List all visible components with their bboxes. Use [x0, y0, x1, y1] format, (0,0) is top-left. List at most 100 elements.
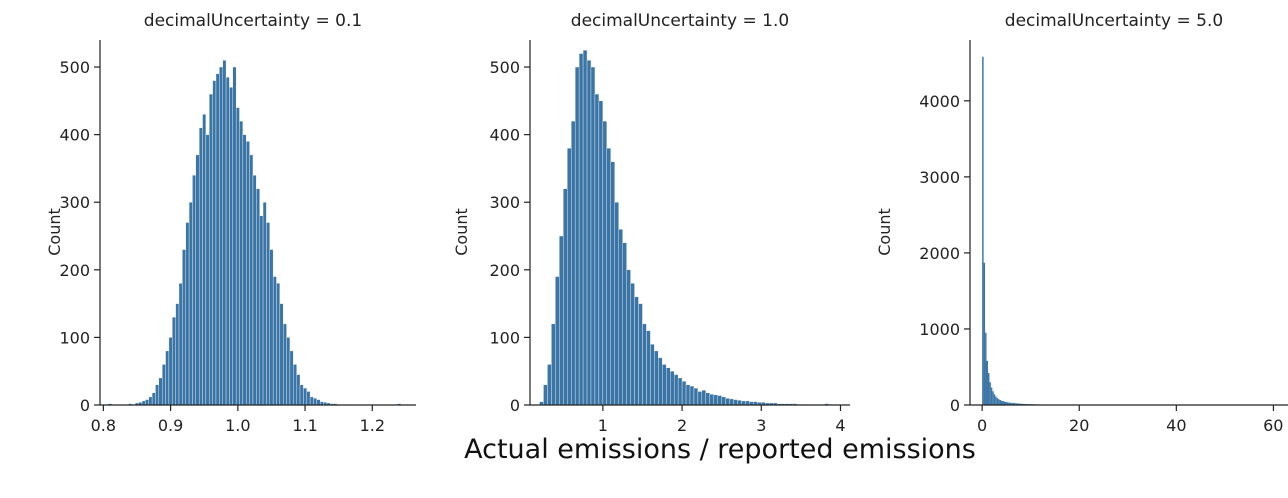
histogram-bar [272, 276, 277, 406]
y-tick-label: 200 [59, 261, 90, 280]
histogram-bar [235, 107, 240, 406]
panel-2-ylabel: Count [452, 208, 471, 256]
histogram-bar [555, 276, 560, 406]
histogram-bar [990, 387, 993, 405]
histogram-bar [262, 202, 267, 406]
histogram-bar [1005, 401, 1007, 405]
histogram-bar [721, 396, 726, 406]
histogram-bar [246, 141, 250, 406]
histogram-bar [729, 398, 734, 406]
histogram-bar [638, 303, 643, 406]
histogram-bar [590, 66, 596, 406]
x-tick-label: 0.9 [158, 416, 183, 435]
panel-2-y-axis: 0 100 200 300 400 500 [489, 40, 531, 415]
histogram-bar [574, 66, 580, 406]
histogram-bar [985, 332, 987, 405]
histogram-bar [571, 120, 576, 406]
histogram-bar [209, 93, 213, 406]
x-tick-label: 40 [1166, 416, 1186, 435]
y-tick-label: 400 [489, 126, 520, 145]
histogram-bar [725, 398, 730, 406]
y-tick-label: 100 [489, 328, 520, 347]
histogram-bar [215, 73, 220, 406]
panel-1-bars [108, 60, 402, 406]
histogram-bar [303, 387, 307, 406]
histogram-bar [622, 242, 627, 406]
histogram-bar [212, 80, 217, 406]
histogram-bar [188, 202, 193, 406]
histogram-bar [673, 374, 679, 406]
histogram-bar [175, 303, 180, 406]
histogram-bar [145, 399, 149, 406]
y-tick-label: 0 [80, 396, 90, 415]
histogram-bar [1011, 402, 1013, 405]
panel-3-ylabel: Count [875, 208, 894, 256]
y-tick-label: 3000 [919, 168, 960, 187]
histogram-bar [999, 400, 1002, 405]
panel-2-x-axis: 1 2 3 4 [530, 404, 850, 435]
panel-1-y-axis: 0 100 200 300 400 500 [59, 40, 101, 415]
panel-1-title: decimalUncertainty = 0.1 [144, 11, 362, 31]
histogram-bar [165, 350, 170, 406]
histogram-bar [1015, 403, 1018, 405]
histogram-bar [309, 396, 314, 406]
histogram-bar [602, 120, 608, 406]
histogram-bar [1001, 400, 1003, 405]
y-tick-label: 1000 [919, 320, 960, 339]
x-tick-label: 1 [598, 416, 608, 435]
histogram-bar [155, 384, 160, 406]
histogram-bar [551, 323, 556, 406]
histogram-bar [239, 120, 244, 406]
y-tick-label: 200 [489, 261, 520, 280]
histogram-bar [685, 384, 691, 406]
y-tick-label: 4000 [919, 92, 960, 111]
histogram-bar [182, 249, 186, 406]
histogram-bar [252, 175, 257, 406]
histogram-bar [276, 283, 281, 406]
histogram-bar [269, 249, 274, 406]
histogram-bar [995, 396, 997, 405]
histogram-bar [1002, 401, 1004, 405]
histogram-bar [642, 323, 647, 406]
histogram-bar [650, 343, 655, 406]
histogram-bar [178, 283, 183, 406]
histogram-bar [256, 188, 260, 406]
histogram-bar [158, 377, 163, 406]
histogram-bar [701, 389, 707, 406]
histogram-bar [989, 382, 991, 405]
histogram-bar [563, 188, 568, 406]
histogram-bar [279, 303, 284, 406]
histogram-bar [681, 381, 687, 406]
histogram-bar [296, 374, 301, 406]
histogram-bar [219, 66, 223, 406]
histogram-bar [141, 400, 146, 406]
histogram-bar [543, 384, 548, 406]
panel-3-y-axis: 0 1000 2000 3000 4000 [919, 40, 971, 415]
x-tick-label: 4 [835, 416, 845, 435]
histogram-bar [229, 87, 233, 406]
histogram-bar [741, 400, 746, 406]
histogram-bar [996, 398, 999, 405]
histogram-bar [559, 235, 564, 406]
figure-xlabel: Actual emissions / reported emissions [464, 434, 976, 465]
histogram-bar [286, 337, 291, 406]
panel-1-ylabel: Count [45, 208, 64, 256]
histogram-bar [266, 222, 270, 406]
histogram-bar [1017, 403, 1019, 405]
panel-1: decimalUncertainty = 0.1 Count 0.8 0.9 1.0… [45, 11, 416, 435]
panel-2-bars [539, 49, 833, 406]
histogram-bar [986, 360, 988, 405]
histogram-bar [987, 373, 990, 405]
histogram-bar [1020, 403, 1022, 405]
y-tick-label: 400 [59, 126, 90, 145]
histogram-bar [693, 387, 699, 406]
histogram-bar [598, 100, 604, 406]
x-tick-label: 0 [977, 416, 987, 435]
histogram-bar [306, 391, 311, 406]
histogram-bar [151, 392, 156, 406]
histogram-bar [610, 161, 615, 406]
histogram-bar [646, 330, 651, 406]
histogram-bar [614, 202, 619, 406]
histogram-bar [198, 127, 203, 406]
